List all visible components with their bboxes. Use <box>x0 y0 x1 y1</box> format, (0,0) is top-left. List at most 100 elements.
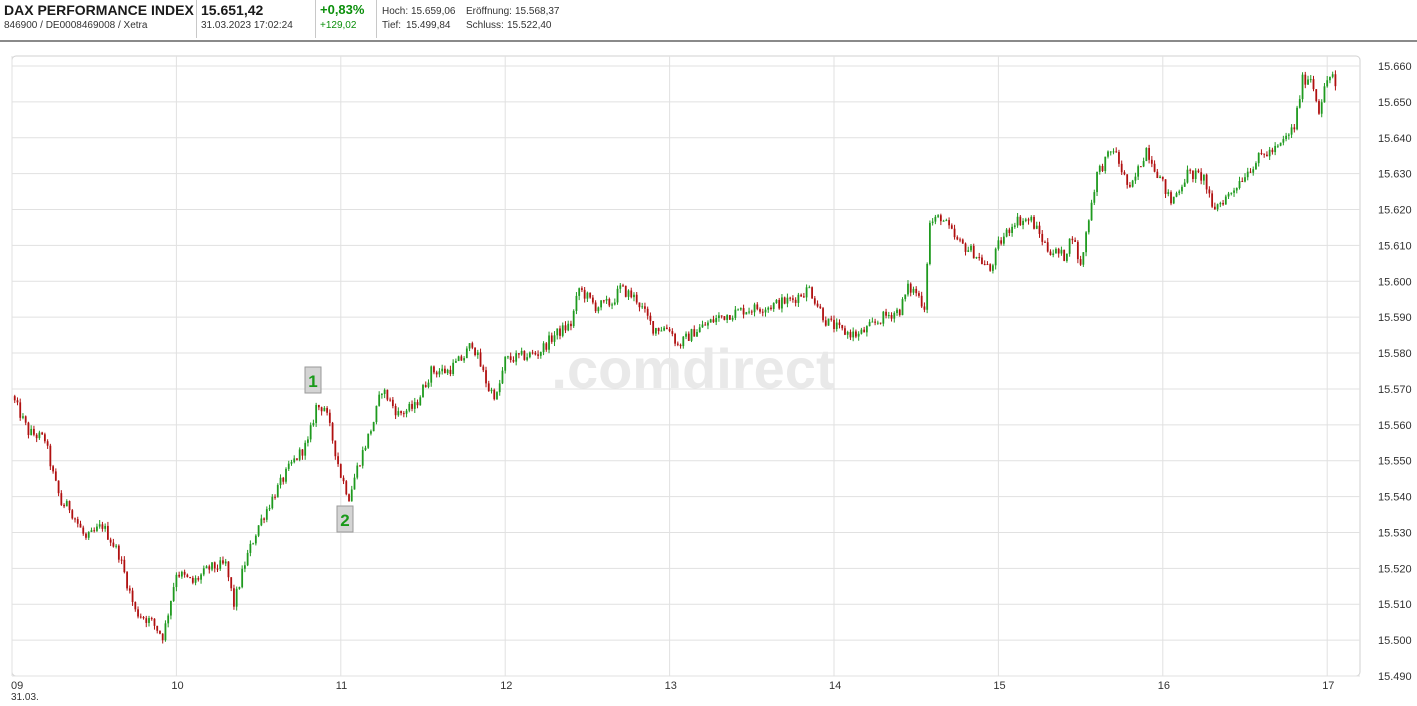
marker-2[interactable]: 2 <box>336 505 354 533</box>
date-label: 31.03. <box>11 692 39 703</box>
candle-body <box>646 308 649 316</box>
candle-body <box>841 325 844 329</box>
candle-body <box>556 328 559 336</box>
candle-body <box>912 288 915 293</box>
candle-body <box>375 405 378 423</box>
candle-body <box>578 288 581 296</box>
candle-body <box>353 477 356 490</box>
candle-body <box>1268 149 1271 157</box>
candle-body <box>950 225 953 229</box>
candle-body <box>761 311 764 313</box>
candle-body <box>63 504 65 507</box>
candle-body <box>1060 249 1063 254</box>
candle-body <box>485 370 487 384</box>
candle-body <box>907 283 909 295</box>
candle-body <box>931 221 934 223</box>
candle-body <box>504 356 507 371</box>
candle-body <box>180 571 183 577</box>
candle-body <box>339 464 342 478</box>
candle-body <box>641 306 644 308</box>
candle-body <box>1087 220 1090 233</box>
candle-body <box>1137 166 1140 177</box>
candle-body <box>885 311 887 316</box>
candle-body <box>945 220 948 222</box>
y-tick-label: 15.600 <box>1378 276 1412 288</box>
candle-body <box>1027 219 1030 221</box>
candle-body <box>1126 174 1129 185</box>
candle-body <box>1172 196 1175 204</box>
candle-body <box>633 294 635 298</box>
candle-body <box>334 440 337 457</box>
candle-body <box>918 293 920 296</box>
open-value: 15.568,37 <box>515 6 560 17</box>
candle-body <box>734 309 737 318</box>
candle-body <box>742 308 745 315</box>
candle-body <box>1129 184 1131 187</box>
candle-body <box>1033 216 1035 229</box>
candle-body <box>1329 76 1331 81</box>
candle-body <box>1005 229 1008 237</box>
svg-text:2: 2 <box>340 511 349 530</box>
candle-body <box>1208 189 1211 194</box>
candle-body <box>430 366 433 383</box>
candle-body <box>304 442 307 456</box>
candle-body <box>1123 172 1126 175</box>
x-tick-label: 16 <box>1158 680 1170 692</box>
close-label: Schluss: <box>466 20 504 31</box>
candle-body <box>1181 186 1183 192</box>
candle-body <box>778 299 781 309</box>
candle-body <box>1170 192 1172 204</box>
candle-body <box>222 560 224 564</box>
candle-body <box>901 299 904 316</box>
candle-body <box>416 402 419 406</box>
candle-body <box>257 525 260 536</box>
candle-body <box>1057 248 1060 254</box>
candle-body <box>370 431 372 434</box>
candle-body <box>920 295 923 307</box>
candle-body <box>386 389 389 400</box>
candle-body <box>153 618 156 626</box>
candle-body <box>939 215 942 222</box>
candle-body <box>1011 226 1013 234</box>
candle-body <box>616 288 619 303</box>
separator <box>376 0 377 38</box>
candle-body <box>1203 174 1205 181</box>
candle-body <box>1046 242 1049 252</box>
candle-body <box>43 434 46 442</box>
candle-body <box>723 316 726 320</box>
y-tick-label: 15.520 <box>1378 563 1412 575</box>
candle-body <box>811 287 813 299</box>
candle-body <box>246 552 249 566</box>
candle-body <box>496 392 498 400</box>
candle-body <box>1120 163 1123 173</box>
candle-body <box>422 385 424 398</box>
candle-body <box>1189 169 1192 171</box>
y-tick-label: 15.530 <box>1378 527 1412 539</box>
candle-body <box>953 228 956 238</box>
candle-body <box>589 292 592 298</box>
candle-body <box>1008 229 1011 234</box>
candle-body <box>268 508 271 510</box>
candle-body <box>263 518 265 520</box>
candle-body <box>652 321 655 334</box>
close-value: 15.522,40 <box>507 20 552 31</box>
candle-body <box>1159 176 1161 179</box>
candle-body <box>444 368 446 374</box>
candle-body <box>783 297 786 304</box>
marker-1[interactable]: 1 <box>304 366 322 394</box>
candle-body <box>1148 147 1150 160</box>
candle-body <box>553 335 556 342</box>
candle-body <box>720 315 723 317</box>
candle-body <box>816 303 819 307</box>
candle-body <box>249 543 252 553</box>
candle-body <box>671 331 674 334</box>
candle-body <box>1274 145 1277 153</box>
candle-body <box>775 299 778 304</box>
candle-body <box>1139 166 1142 168</box>
candle-body <box>1085 232 1087 253</box>
candle-body <box>948 220 950 226</box>
candle-body <box>602 300 605 302</box>
candle-body <box>238 587 241 589</box>
candle-body <box>435 372 438 375</box>
candle-body <box>1244 177 1246 182</box>
